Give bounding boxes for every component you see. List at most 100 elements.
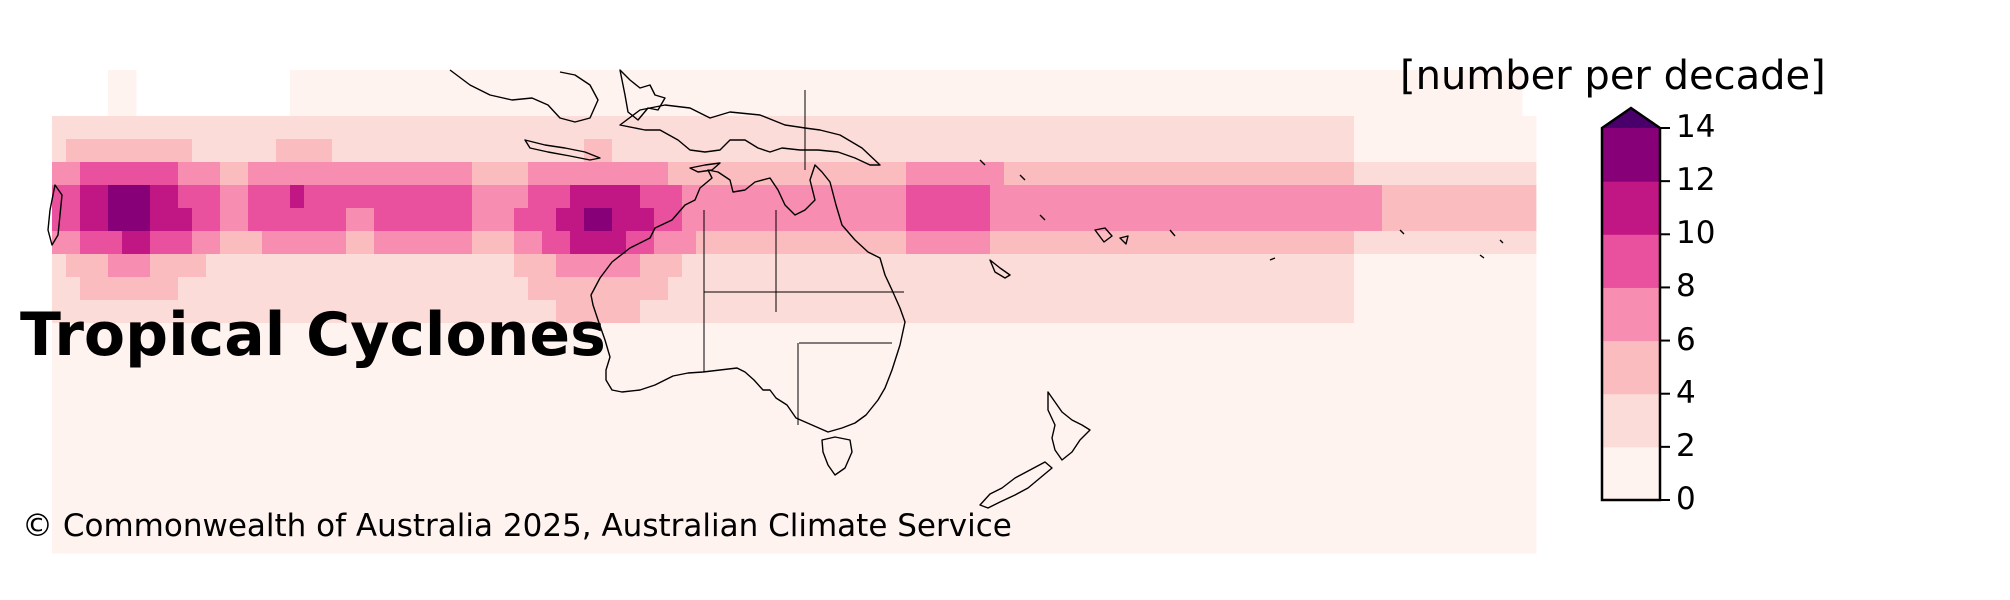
grid-cell xyxy=(850,70,865,94)
grid-cell xyxy=(1088,116,1103,140)
grid-cell xyxy=(1074,254,1089,278)
grid-cell xyxy=(1522,323,1537,347)
grid-cell xyxy=(1438,277,1453,301)
grid-cell xyxy=(1354,208,1369,232)
grid-cell xyxy=(696,162,711,186)
grid-cell xyxy=(1200,346,1215,370)
grid-cell xyxy=(1046,231,1061,255)
grid-cell xyxy=(360,208,375,232)
grid-cell xyxy=(444,461,459,485)
grid-cell xyxy=(542,162,557,186)
grid-cell xyxy=(710,185,725,209)
grid-cell xyxy=(682,231,697,255)
grid-cell xyxy=(192,415,207,439)
grid-cell xyxy=(276,507,291,531)
grid-cell xyxy=(906,162,921,186)
grid-cell xyxy=(738,277,753,301)
grid-cell xyxy=(206,415,221,439)
grid-cell xyxy=(318,300,333,324)
grid-cell xyxy=(920,323,935,347)
grid-cell xyxy=(654,139,669,163)
grid-cell xyxy=(556,254,571,278)
grid-cell xyxy=(1186,530,1201,554)
grid-cell xyxy=(1242,254,1257,278)
grid-cell xyxy=(1466,369,1481,393)
grid-cell xyxy=(766,162,781,186)
grid-cell xyxy=(374,346,389,370)
grid-cell xyxy=(1396,139,1411,163)
grid-cell xyxy=(1382,438,1397,462)
grid-cell xyxy=(192,346,207,370)
grid-cell xyxy=(1186,231,1201,255)
grid-cell xyxy=(178,208,193,232)
grid-cell xyxy=(1410,277,1425,301)
grid-cell xyxy=(1060,185,1075,209)
grid-cell xyxy=(906,415,921,439)
grid-cell xyxy=(822,507,837,531)
grid-cell xyxy=(290,139,305,163)
grid-cell xyxy=(892,530,907,554)
grid-cell xyxy=(374,139,389,163)
grid-cell xyxy=(220,484,235,508)
grid-cell xyxy=(1102,208,1117,232)
grid-cell xyxy=(332,70,347,94)
grid-cell xyxy=(1284,438,1299,462)
grid-cell xyxy=(1340,507,1355,531)
grid-cell xyxy=(976,392,991,416)
grid-cell xyxy=(346,415,361,439)
grid-cell xyxy=(1270,185,1285,209)
grid-cell xyxy=(1354,484,1369,508)
grid-cell xyxy=(374,323,389,347)
grid-cell xyxy=(1116,231,1131,255)
grid-cell xyxy=(66,116,81,140)
grid-cell xyxy=(1480,116,1495,140)
grid-cell xyxy=(1242,438,1257,462)
grid-cell xyxy=(1004,369,1019,393)
grid-cell xyxy=(1228,392,1243,416)
grid-cell xyxy=(304,139,319,163)
grid-cell xyxy=(1158,346,1173,370)
grid-cell xyxy=(1396,323,1411,347)
grid-cell xyxy=(388,277,403,301)
grid-cell xyxy=(906,323,921,347)
grid-cell xyxy=(626,461,641,485)
grid-cell xyxy=(220,116,235,140)
grid-cell xyxy=(1326,323,1341,347)
grid-cell xyxy=(1256,323,1271,347)
grid-cell xyxy=(1424,438,1439,462)
grid-cell xyxy=(556,530,571,554)
grid-cell xyxy=(388,484,403,508)
grid-cell xyxy=(388,208,403,232)
grid-cell xyxy=(920,116,935,140)
grid-cell xyxy=(752,323,767,347)
grid-cell xyxy=(1256,93,1271,117)
grid-cell xyxy=(1214,277,1229,301)
grid-cell xyxy=(1018,277,1033,301)
grid-cell xyxy=(1522,507,1537,531)
grid-cell xyxy=(1130,116,1145,140)
grid-cell xyxy=(94,484,109,508)
grid-cell xyxy=(1214,392,1229,416)
grid-cell xyxy=(206,392,221,416)
grid-cell xyxy=(1256,484,1271,508)
grid-cell xyxy=(472,300,487,324)
grid-cell xyxy=(164,484,179,508)
grid-cell xyxy=(1102,369,1117,393)
grid-cell xyxy=(486,139,501,163)
grid-cell xyxy=(990,438,1005,462)
grid-cell xyxy=(640,162,655,186)
grid-cell xyxy=(1144,208,1159,232)
grid-cell xyxy=(1270,254,1285,278)
grid-cell xyxy=(388,93,403,117)
grid-cell xyxy=(1200,530,1215,554)
grid-cell xyxy=(934,484,949,508)
grid-cell xyxy=(178,346,193,370)
grid-cell xyxy=(1088,300,1103,324)
grid-cell xyxy=(1270,438,1285,462)
grid-cell xyxy=(598,70,613,94)
grid-cell xyxy=(948,208,963,232)
grid-cell xyxy=(696,93,711,117)
grid-cell xyxy=(962,208,977,232)
grid-cell xyxy=(430,346,445,370)
grid-cell xyxy=(514,231,529,255)
